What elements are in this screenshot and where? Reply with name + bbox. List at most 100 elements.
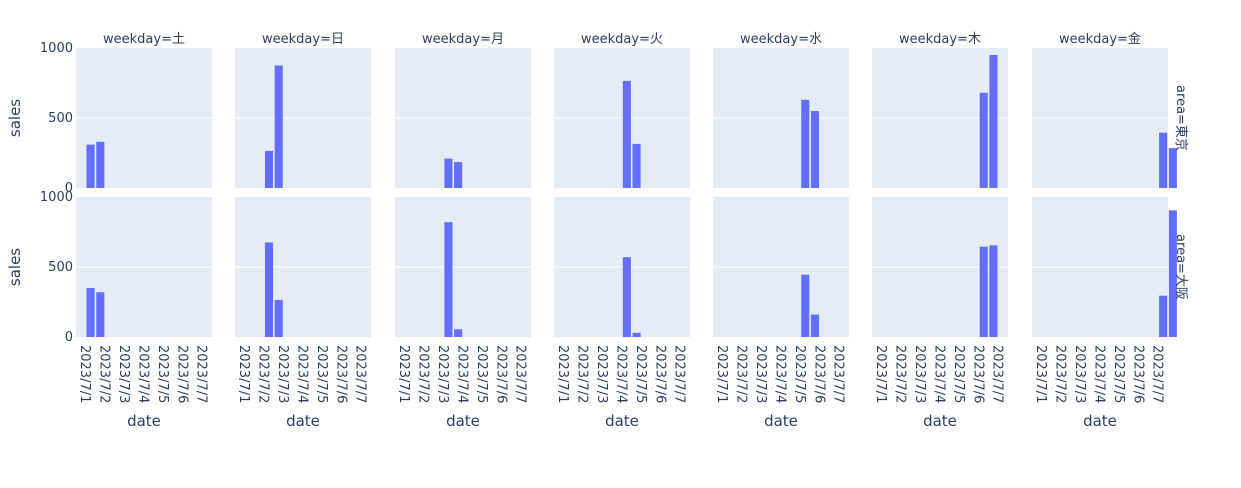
x-axis-title: date — [764, 412, 798, 430]
bar — [274, 299, 283, 337]
x-tick-label: 2023/7/3 — [1072, 345, 1087, 403]
y-tick-label: 500 — [48, 111, 73, 126]
x-tick-label: 2023/7/1 — [873, 345, 888, 403]
x-tick-label: 2023/7/2 — [734, 345, 749, 403]
column-facet-title: weekday=木 — [899, 32, 981, 47]
row-facet-title: area=東京 — [1173, 85, 1189, 151]
bar — [632, 143, 641, 188]
bar — [274, 65, 283, 188]
bar — [989, 55, 998, 188]
x-tick-label: 2023/7/7 — [353, 345, 368, 403]
bar — [454, 329, 463, 337]
x-tick-label: 2023/7/3 — [116, 345, 131, 403]
x-tick-label: 2023/7/7 — [513, 345, 528, 403]
x-tick-label: 2023/7/2 — [575, 345, 590, 403]
x-tick-label: 2023/7/2 — [256, 345, 271, 403]
bar — [444, 222, 453, 337]
bar — [86, 288, 95, 337]
x-axis-title: date — [127, 412, 161, 430]
bar — [1159, 132, 1168, 188]
x-tick-label: 2023/7/4 — [931, 345, 946, 403]
column-facet-title: weekday=水 — [740, 32, 822, 47]
x-tick-label: 2023/7/5 — [633, 345, 648, 403]
bar — [622, 257, 631, 337]
x-tick-label: 2023/7/4 — [772, 345, 787, 403]
x-tick-label: 2023/7/1 — [1033, 345, 1048, 403]
x-tick-label: 2023/7/1 — [714, 345, 729, 403]
row-facet-title: area=大阪 — [1173, 234, 1188, 300]
x-tick-label: 2023/7/6 — [811, 345, 826, 403]
column-facet-title: weekday=火 — [581, 32, 663, 47]
y-axis-title: sales — [6, 248, 24, 286]
bar — [96, 292, 105, 337]
bar — [632, 332, 641, 337]
x-tick-label: 2023/7/3 — [435, 345, 450, 403]
x-tick-label: 2023/7/4 — [294, 345, 309, 403]
x-tick-label: 2023/7/1 — [396, 345, 411, 403]
x-tick-label: 2023/7/4 — [454, 345, 469, 403]
x-tick-label: 2023/7/6 — [652, 345, 667, 403]
column-facet-title: weekday=土 — [103, 32, 185, 47]
x-tick-label: 2023/7/3 — [753, 345, 768, 403]
bar — [989, 245, 998, 337]
column-facet-title: weekday=金 — [1059, 31, 1141, 47]
x-tick-label: 2023/7/6 — [333, 345, 348, 403]
bar — [1168, 148, 1177, 188]
bar — [1168, 210, 1177, 337]
x-axis-title: date — [1083, 412, 1117, 430]
y-tick-label: 0 — [65, 330, 73, 345]
column-facet-title: weekday=月 — [422, 32, 504, 47]
x-tick-label: 2023/7/3 — [275, 345, 290, 403]
x-tick-label: 2023/7/5 — [1111, 345, 1126, 403]
x-tick-label: 2023/7/5 — [792, 345, 807, 403]
x-tick-label: 2023/7/4 — [1091, 345, 1106, 403]
bar — [801, 99, 810, 188]
bar — [86, 144, 95, 188]
x-tick-label: 2023/7/2 — [893, 345, 908, 403]
bar — [622, 80, 631, 188]
x-tick-label: 2023/7/2 — [416, 345, 431, 403]
x-tick-label: 2023/7/6 — [493, 345, 508, 403]
bar — [810, 314, 820, 337]
x-tick-label: 2023/7/5 — [155, 345, 170, 403]
x-tick-label: 2023/7/1 — [236, 345, 251, 403]
y-tick-label: 1000 — [40, 41, 73, 56]
x-axis-title: date — [286, 412, 320, 430]
x-tick-label: 2023/7/1 — [77, 345, 92, 403]
x-tick-label: 2023/7/4 — [135, 345, 150, 403]
x-tick-label: 2023/7/5 — [314, 345, 329, 403]
x-tick-label: 2023/7/7 — [194, 345, 209, 403]
x-tick-label: 2023/7/5 — [951, 345, 966, 403]
bar — [454, 162, 463, 188]
bar — [979, 246, 988, 337]
bar — [801, 274, 810, 337]
bar — [264, 242, 274, 337]
x-tick-label: 2023/7/6 — [174, 345, 189, 403]
x-tick-label: 2023/7/6 — [970, 345, 985, 403]
bar — [979, 92, 988, 188]
x-tick-label: 2023/7/3 — [594, 345, 609, 403]
column-facet-title: weekday=日 — [262, 32, 344, 47]
bar — [96, 141, 105, 188]
bar — [444, 158, 453, 188]
x-tick-label: 2023/7/7 — [990, 345, 1005, 403]
y-tick-label: 1000 — [40, 190, 73, 205]
bar — [810, 111, 820, 188]
x-tick-label: 2023/7/7 — [672, 345, 687, 403]
x-tick-label: 2023/7/6 — [1130, 345, 1145, 403]
x-axis-title: date — [446, 412, 480, 430]
x-tick-label: 2023/7/2 — [1053, 345, 1068, 403]
x-axis-title: date — [923, 412, 957, 430]
y-tick-label: 500 — [48, 260, 73, 275]
x-tick-label: 2023/7/7 — [1150, 345, 1165, 403]
y-tick-label: 0 — [65, 181, 73, 196]
x-tick-label: 2023/7/4 — [613, 345, 628, 403]
bar — [1159, 295, 1168, 337]
bar — [264, 150, 274, 188]
x-tick-label: 2023/7/1 — [555, 345, 570, 403]
x-tick-label: 2023/7/7 — [831, 345, 846, 403]
x-axis-title: date — [605, 412, 639, 430]
x-tick-label: 2023/7/2 — [97, 345, 112, 403]
